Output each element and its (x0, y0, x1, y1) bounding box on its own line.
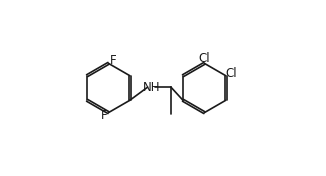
Text: F: F (110, 54, 116, 67)
Text: F: F (101, 109, 107, 122)
Text: Cl: Cl (225, 67, 237, 80)
Text: Cl: Cl (199, 52, 210, 65)
Text: NH: NH (143, 81, 160, 94)
